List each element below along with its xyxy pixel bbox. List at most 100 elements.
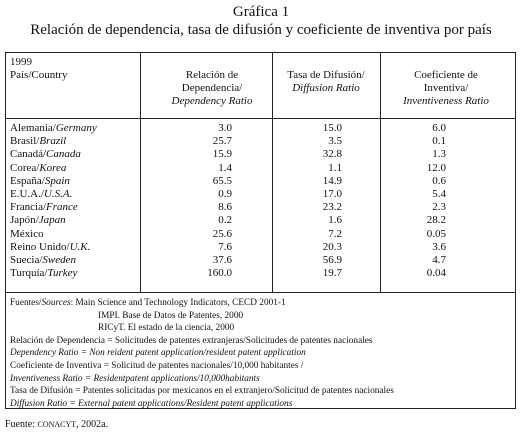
value-cell: 28.2	[426, 214, 446, 227]
value-cell: 1.3	[432, 148, 446, 161]
column-rule	[140, 52, 141, 293]
value-cell: 37.6	[212, 254, 232, 266]
country-cell: Corea/Korea	[10, 162, 66, 175]
text-segment: Turquía/	[10, 267, 48, 280]
text-segment: Turkey	[47, 267, 78, 280]
value-cell: 25.6	[212, 227, 232, 240]
text-segment: U.S.A.	[43, 188, 73, 200]
column-header: Dependencia/	[181, 82, 243, 94]
value-cell: 3.5	[328, 135, 342, 148]
source-line: Fuente: CONACYT, 2002a.	[5, 419, 108, 432]
column-header: Coeficiente de	[414, 69, 478, 81]
column-header: Diffusion Ratio	[292, 82, 360, 94]
text-segment: France	[46, 201, 78, 214]
value-cell: 19.7	[322, 267, 342, 280]
text-segment: Tasa de Difusión = Patentes solicitadas …	[10, 386, 394, 397]
text-segment: U.K.	[69, 240, 91, 253]
text-segment: Brasil/	[10, 135, 40, 148]
figure-label: Gráfica 1	[232, 4, 290, 20]
value-cell: 15.9	[212, 148, 232, 161]
value-cell: 23.2	[322, 201, 342, 214]
value-cell: 32.8	[322, 148, 342, 161]
column-rule	[272, 52, 273, 293]
text-segment: Diffusion Ratio = External patent applic…	[10, 398, 293, 409]
value-cell: 160.0	[207, 267, 232, 280]
stub-header: País/Country	[10, 69, 68, 81]
value-cell: 0.05	[426, 227, 446, 240]
value-cell: 3.6	[432, 240, 446, 253]
text-segment: Sources	[41, 298, 71, 308]
text-segment: Relación de Dependencia = Solicitudes de…	[10, 335, 373, 346]
note-line: Relación de Dependencia = Solicitudes de…	[10, 335, 373, 348]
text-segment: RICyT. El estado de la ciencia, 2000	[98, 323, 235, 334]
value-cell: 1.6	[328, 214, 342, 227]
value-cell: 17.0	[322, 188, 342, 200]
value-cell: 0.04	[426, 267, 446, 280]
value-cell: 2.3	[432, 201, 446, 214]
note-line: Tasa de Difusión = Patentes solicitadas …	[10, 385, 394, 398]
value-cell: 1.1	[328, 161, 342, 174]
text-segment: Suecia/	[10, 254, 43, 266]
note-line: Dependency Ratio = Non reident patent ap…	[10, 347, 306, 360]
value-cell: 15.0	[322, 122, 342, 134]
value-cell: 1.4	[218, 161, 232, 174]
value-cell: 56.9	[322, 254, 342, 266]
column-header: Relación de	[185, 69, 239, 81]
column-header: Inventiva/	[423, 82, 469, 94]
year: 1999	[10, 56, 32, 68]
value-cell: 20.3	[322, 240, 342, 253]
table-rule	[5, 292, 515, 293]
figure-title: Relación de dependencia, tasa de difusió…	[30, 22, 492, 38]
text-segment: Korea	[39, 161, 67, 174]
country-cell: Francia/France	[10, 201, 78, 214]
text-segment: Canadá/	[10, 148, 47, 161]
column-header: Dependency Ratio	[171, 95, 253, 107]
text-segment: Fuente:	[5, 419, 38, 430]
header-rule	[5, 118, 515, 119]
text-segment: Dependency Ratio = Non reident patent ap…	[10, 348, 306, 359]
value-cell: 7.2	[328, 227, 342, 240]
text-segment: Alemania/	[10, 122, 56, 134]
value-cell: 0.6	[432, 174, 446, 187]
text-segment: Sweden	[42, 254, 76, 266]
note-line: Inventiveness Ratio = Residentpatent app…	[10, 373, 260, 386]
text-segment: Canada	[46, 148, 81, 161]
country-cell: Brasil/Brazil	[10, 135, 66, 148]
text-segment: CONACYT	[37, 420, 77, 429]
note-line: IMPI. Base de Datos de Patentes, 2000	[98, 310, 243, 323]
note-line: Fuentes/Sources: Main Science and Techno…	[10, 297, 286, 310]
text-segment: Reino Unido/	[10, 240, 70, 253]
value-cell: 7.6	[218, 240, 232, 253]
text-segment: Corea/	[10, 161, 40, 174]
column-header: Tasa de Difusión/	[287, 69, 365, 81]
value-cell: 8.6	[218, 201, 232, 214]
column-rule	[380, 52, 381, 293]
value-cell: 0.1	[432, 135, 446, 148]
text-segment: , 2002a.	[76, 419, 109, 430]
text-segment: Brazil	[39, 135, 67, 148]
country-cell: México	[10, 228, 44, 241]
note-line: Coeficiente de Inventiva = Solicitud de …	[10, 360, 303, 373]
text-segment: : Main Science and Technology Indicators…	[70, 298, 286, 308]
value-cell: 0.9	[218, 188, 232, 200]
text-segment: Inventiveness Ratio = Residentpatent app…	[10, 373, 260, 384]
country-cell: Canadá/Canada	[10, 148, 81, 161]
column-header: Inventiveness Ratio	[403, 95, 489, 107]
value-cell: 14.9	[322, 174, 342, 187]
text-segment: Fuentes/	[10, 298, 42, 308]
text-segment: Germany	[55, 122, 97, 134]
text-segment: Japan	[38, 214, 66, 227]
value-cell: 3.0	[218, 122, 232, 134]
note-line: Diffusion Ratio = External patent applic…	[10, 398, 292, 411]
text-segment: México	[10, 227, 44, 240]
text-segment: Francia/	[10, 201, 47, 214]
value-cell: 6.0	[432, 122, 446, 134]
value-cell: 65.5	[212, 174, 232, 187]
text-segment: IMPI. Base de Datos de Patentes, 2000	[98, 310, 244, 321]
text-segment: E.U.A./	[10, 188, 44, 200]
text-segment: España/	[10, 174, 45, 187]
country-cell: Suecia/Sweden	[10, 254, 76, 267]
value-cell: 5.4	[432, 188, 446, 200]
value-cell: 12.0	[426, 161, 446, 174]
value-cell: 0.2	[218, 214, 232, 227]
